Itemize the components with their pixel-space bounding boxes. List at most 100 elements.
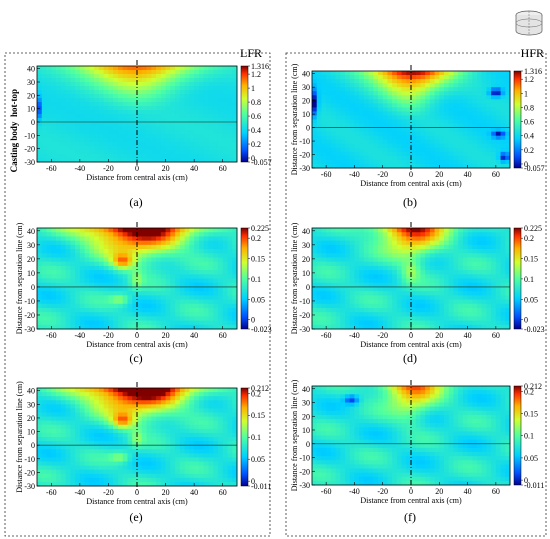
heatmap-cell [89, 138, 95, 143]
heatmap-cell [227, 303, 233, 309]
heatmap-cell [316, 249, 322, 254]
heatmap-cell [439, 91, 445, 96]
heatmap-cell [232, 307, 238, 313]
heatmap-cell [406, 253, 412, 258]
heatmap-cell [321, 75, 327, 80]
heatmap-cell [213, 90, 219, 95]
heatmap-cell [151, 320, 157, 326]
heatmap-cell [51, 416, 57, 422]
heatmap-cell [146, 320, 152, 326]
heatmap-cell [354, 299, 360, 305]
heatmap-cell [103, 78, 109, 83]
heatmap-cell [415, 159, 421, 165]
heatmap-cell [89, 257, 95, 263]
heatmap-cell [165, 86, 171, 91]
heatmap-cell [113, 146, 119, 151]
heatmap-cell [373, 103, 379, 108]
heatmap-cell [51, 432, 57, 438]
heatmap-cell [227, 265, 233, 271]
heatmap-cell [65, 244, 71, 250]
heatmap-cell [335, 295, 341, 300]
heatmap-cell [46, 122, 52, 127]
heatmap-cell [41, 299, 47, 305]
heatmap-cell [37, 441, 43, 446]
heatmap-cell [189, 240, 195, 246]
heatmap-cell [340, 307, 346, 313]
heatmap-cell [392, 286, 398, 292]
heatmap-cell [359, 295, 365, 300]
heatmap-cell [65, 481, 71, 487]
heatmap-cell [401, 131, 407, 137]
heatmap-cell [94, 118, 100, 123]
heatmap-cell [60, 146, 66, 151]
heatmap-cell [117, 457, 124, 462]
heatmap-cell [165, 282, 171, 288]
heatmap-cell [189, 126, 195, 131]
heatmap-cell [37, 424, 43, 430]
heatmap-cell [198, 278, 205, 284]
heatmap-cell [189, 286, 195, 292]
heatmap-cell [477, 244, 483, 250]
heatmap-cell [321, 270, 327, 275]
heatmap-cell [156, 396, 162, 401]
y-tick-label: -10 [299, 137, 310, 146]
heatmap-cell [170, 420, 176, 426]
heatmap-cell [363, 151, 369, 157]
heatmap-cell [122, 404, 128, 409]
heatmap-cell [425, 240, 431, 246]
heatmap-cell [89, 274, 95, 279]
heatmap-cell [203, 110, 209, 115]
heatmap-cell [505, 111, 511, 116]
heatmap-cell [411, 265, 417, 271]
heatmap-cell [359, 139, 365, 145]
heatmap-cell [94, 424, 100, 430]
heatmap-cell [392, 107, 398, 112]
heatmap-cell [75, 437, 81, 442]
y-tick-label: 10 [302, 110, 310, 119]
heatmap-cell [415, 299, 421, 305]
heatmap-cell [420, 232, 426, 237]
heatmap-cell [420, 95, 426, 100]
y-tick-label: 0 [31, 118, 35, 127]
heatmap-cell [108, 303, 114, 309]
heatmap-cell [156, 324, 162, 330]
heatmap-cell [222, 130, 228, 135]
heatmap-cell [448, 307, 454, 313]
heatmap-cell [194, 261, 200, 267]
heatmap-cell [60, 90, 66, 95]
heatmap-cell [113, 449, 119, 454]
heatmap-cell [165, 257, 171, 263]
heatmap-cell [151, 82, 157, 87]
heatmap-cell [89, 457, 95, 462]
heatmap-cell [335, 253, 341, 258]
heatmap-cell [387, 151, 393, 157]
heatmap-cell [117, 307, 124, 313]
heatmap-cell [330, 312, 336, 317]
heatmap-cell [500, 303, 506, 309]
heatmap-cell [222, 150, 228, 155]
heatmap-cell [137, 278, 143, 284]
heatmap-cell [189, 102, 195, 107]
heatmap-cell [382, 312, 388, 317]
heatmap-cell [98, 388, 105, 393]
heatmap-cell [368, 320, 374, 326]
heatmap-cell [156, 432, 162, 438]
heatmap-cell [65, 146, 71, 151]
heatmap-cell [227, 118, 233, 123]
heatmap-cell [184, 70, 190, 75]
heatmap-cell [486, 261, 492, 267]
heatmap-cell [467, 236, 473, 242]
heatmap-cell [179, 228, 186, 233]
heatmap-cell [51, 282, 57, 288]
heatmap-cell [425, 282, 431, 288]
heatmap-cell [208, 106, 214, 111]
heatmap-cell [467, 270, 473, 275]
heatmap-cell [335, 135, 341, 141]
heatmap-cell [79, 265, 86, 271]
heatmap-cell [113, 461, 119, 466]
heatmap-cell [160, 236, 166, 242]
heatmap-cell [89, 82, 95, 87]
heatmap-cell [505, 320, 511, 326]
heatmap-cell [434, 159, 440, 165]
